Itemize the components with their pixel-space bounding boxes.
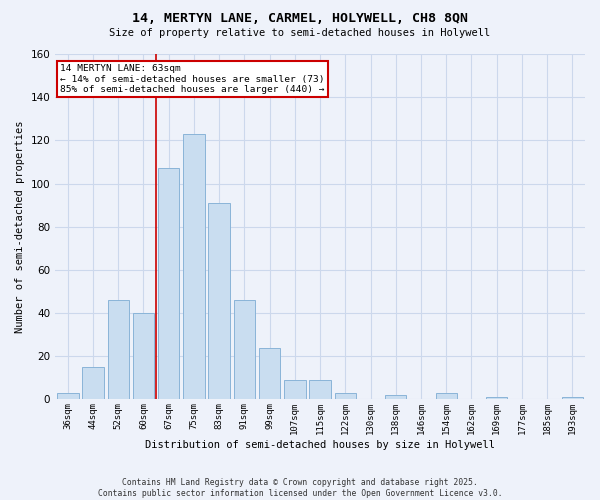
Bar	[133, 313, 154, 400]
Text: 14, MERTYN LANE, CARMEL, HOLYWELL, CH8 8QN: 14, MERTYN LANE, CARMEL, HOLYWELL, CH8 8…	[132, 12, 468, 26]
Text: 14 MERTYN LANE: 63sqm
← 14% of semi-detached houses are smaller (73)
85% of semi: 14 MERTYN LANE: 63sqm ← 14% of semi-deta…	[61, 64, 325, 94]
Bar	[335, 393, 356, 400]
Bar	[562, 398, 583, 400]
X-axis label: Distribution of semi-detached houses by size in Holywell: Distribution of semi-detached houses by …	[145, 440, 495, 450]
Bar	[436, 393, 457, 400]
Bar	[57, 393, 79, 400]
Bar	[310, 380, 331, 400]
Bar	[486, 398, 508, 400]
Bar	[233, 300, 255, 400]
Bar	[107, 300, 129, 400]
Text: Size of property relative to semi-detached houses in Holywell: Size of property relative to semi-detach…	[109, 28, 491, 38]
Bar	[385, 395, 406, 400]
Bar	[208, 203, 230, 400]
Bar	[284, 380, 305, 400]
Text: Contains HM Land Registry data © Crown copyright and database right 2025.
Contai: Contains HM Land Registry data © Crown c…	[98, 478, 502, 498]
Bar	[158, 168, 179, 400]
Bar	[259, 348, 280, 400]
Bar	[183, 134, 205, 400]
Bar	[82, 367, 104, 400]
Y-axis label: Number of semi-detached properties: Number of semi-detached properties	[15, 120, 25, 333]
